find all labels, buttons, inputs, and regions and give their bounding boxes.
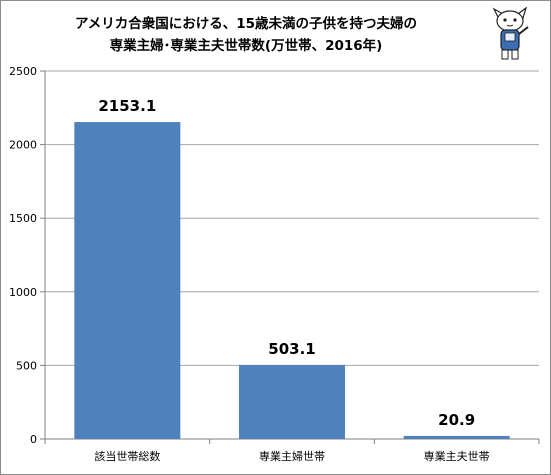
x-tick-label: 該当世帯総数 — [94, 449, 160, 463]
chart-title-line-1: アメリカ合衆国における、15歳未満の子供を持つ夫婦の — [74, 16, 418, 32]
bar — [403, 435, 510, 439]
bar — [239, 364, 345, 439]
chart-title-line-2: 専業主婦･専業主夫世帯数(万世帯、2016年) — [109, 38, 383, 54]
x-tick-label: 専業主夫世帯 — [424, 450, 490, 463]
y-tick-label: 1500 — [9, 212, 37, 225]
data-label: 2153.1 — [98, 97, 156, 115]
data-label: 503.1 — [268, 340, 315, 358]
data-label: 20.9 — [438, 411, 475, 429]
mascot-illustration-icon — [492, 7, 529, 60]
x-tick-label: 専業主婦世帯 — [259, 449, 325, 463]
bar — [74, 122, 181, 439]
y-tick-label: 2500 — [9, 65, 37, 78]
y-tick-label: 1000 — [9, 286, 37, 299]
chart-title: アメリカ合衆国における、15歳未満の子供を持つ夫婦の 専業主婦･専業主夫世帯数(… — [11, 13, 481, 57]
y-tick-label: 0 — [30, 433, 37, 446]
y-tick-label: 2000 — [9, 139, 37, 152]
y-tick-label: 500 — [16, 359, 37, 372]
